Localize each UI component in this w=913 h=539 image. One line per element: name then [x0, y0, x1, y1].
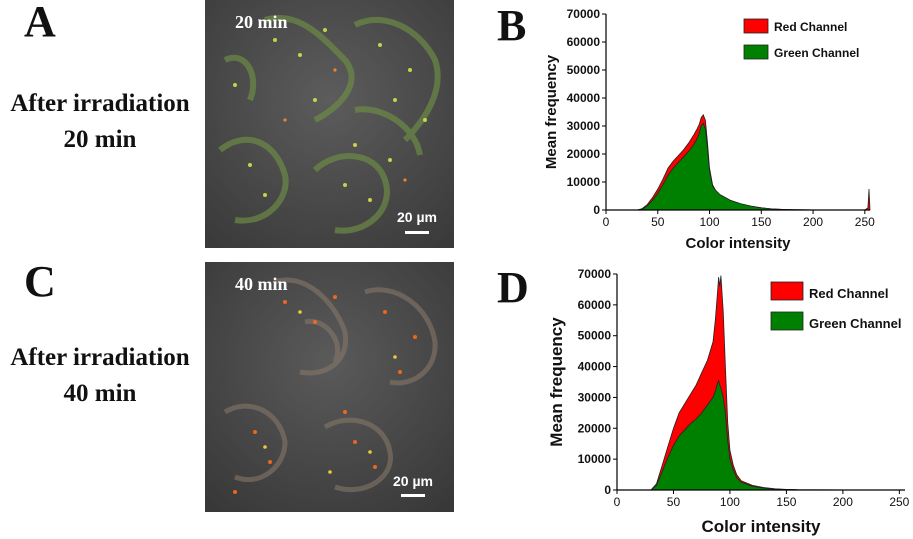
y-tick-label: 20000: [567, 147, 601, 161]
x-tick-label: 250: [889, 495, 909, 509]
y-tick-label: 50000: [567, 63, 601, 77]
y-tick-label: 70000: [578, 267, 612, 281]
x-tick-label: 0: [614, 495, 621, 509]
panel-label-d: D: [497, 263, 529, 312]
legend-label-green-channel: Green Channel: [774, 46, 859, 60]
condition-line2: 40 min: [63, 380, 137, 407]
scale-bar-a: [405, 231, 429, 234]
histogram-b: 0 10000 20000 30000 40000 50000 60000 70000 0 50 1…: [543, 7, 875, 252]
legend-label-green-channel: Green Channel: [809, 316, 901, 331]
legend-swatch-red-channel: [770, 281, 804, 301]
time-label-c: 40 min: [235, 274, 288, 294]
legend-swatch-green-channel: [770, 311, 804, 331]
y-tick-label: 60000: [578, 298, 612, 312]
x-tick-label: 150: [776, 495, 796, 509]
x-tick-label: 150: [751, 215, 771, 229]
y-tick-label: 30000: [567, 119, 601, 133]
x-tick-label: 100: [720, 495, 740, 509]
scale-bar-c: [401, 494, 425, 497]
series-area-green-channel: [650, 379, 900, 491]
x-tick-label: 250: [855, 215, 875, 229]
y-tick-label: 10000: [567, 175, 601, 189]
condition-label-c: After irradiation 40 min: [0, 340, 200, 412]
y-tick-label: 30000: [578, 390, 612, 404]
micrograph-20min-image: [205, 0, 454, 248]
condition-line1: After irradiation: [10, 90, 190, 117]
y-axis-label: Mean frequency: [543, 54, 560, 169]
condition-label-a: After irradiation 20 min: [0, 86, 200, 158]
scale-bar-label-c: 20 µm: [393, 473, 433, 489]
y-axis-label: Mean frequency: [547, 317, 566, 447]
y-tick-label: 0: [604, 483, 611, 497]
y-tick-label: 50000: [578, 329, 612, 343]
y-tick-label: 0: [593, 203, 600, 217]
panel-label-b: B: [497, 1, 527, 50]
legend-swatch-green-channel: [743, 44, 769, 60]
y-tick-label: 60000: [567, 35, 601, 49]
y-tick-label: 40000: [567, 91, 601, 105]
condition-line2: 20 min: [63, 126, 137, 153]
legend-label-red-channel: Red Channel: [809, 286, 888, 301]
x-tick-label: 100: [700, 215, 720, 229]
panel-label-a: A: [24, 0, 56, 46]
legend-swatch-red-channel: [743, 18, 769, 34]
y-tick-label: 40000: [578, 360, 612, 374]
panel-label-c: C: [24, 257, 56, 306]
x-tick-label: 50: [667, 495, 681, 509]
legend-label-red-channel: Red Channel: [774, 20, 847, 34]
micrograph-20min: 20 min 20 µm: [205, 0, 454, 248]
scale-bar-label-a: 20 µm: [397, 209, 437, 225]
time-label-a: 20 min: [235, 12, 288, 32]
x-axis-label: Color intensity: [685, 235, 791, 252]
x-tick-label: 200: [833, 495, 853, 509]
x-tick-label: 200: [803, 215, 823, 229]
y-tick-label: 20000: [578, 421, 612, 435]
condition-line1: After irradiation: [10, 344, 190, 371]
histogram-d: 0 10000 20000 30000 40000 50000 60000 70000 0 50 1…: [547, 267, 910, 536]
micrograph-40min: 40 min 20 µm: [205, 262, 454, 512]
micrograph-40min-image: [205, 262, 454, 512]
x-tick-label: 0: [603, 215, 610, 229]
y-tick-label: 10000: [578, 452, 612, 466]
y-tick-label: 70000: [567, 7, 601, 21]
x-tick-label: 50: [651, 215, 665, 229]
x-axis-label: Color intensity: [701, 517, 821, 536]
